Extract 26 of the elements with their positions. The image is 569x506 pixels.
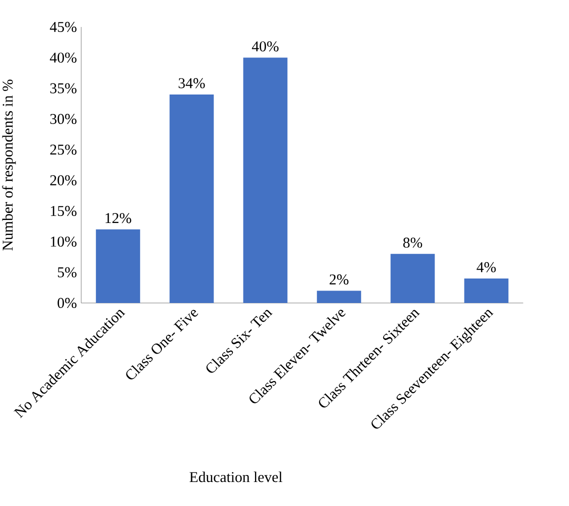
bar bbox=[96, 229, 140, 303]
y-tick-label: 0% bbox=[58, 298, 76, 308]
data-label: 34% bbox=[178, 78, 205, 88]
x-tick-label: Class One- Five bbox=[126, 310, 198, 380]
y-axis-title: Number of respondents in % bbox=[2, 80, 16, 250]
bar bbox=[390, 254, 435, 303]
data-label: 4% bbox=[476, 262, 496, 272]
data-label: 2% bbox=[330, 274, 348, 285]
y-tick-label: 40% bbox=[50, 52, 76, 63]
bar bbox=[464, 278, 508, 303]
bar bbox=[170, 94, 214, 303]
y-tick-label: 5% bbox=[58, 267, 76, 278]
y-tick-label: 35% bbox=[50, 83, 76, 94]
y-tick-label: 15% bbox=[50, 206, 76, 216]
y-tick-label: 25% bbox=[50, 144, 76, 155]
bar bbox=[243, 58, 288, 303]
x-tick-label: Class Six- Ten bbox=[206, 310, 273, 373]
y-tick-label: 20% bbox=[50, 175, 76, 186]
data-label: 40% bbox=[252, 41, 279, 52]
y-tick-label: 30% bbox=[50, 114, 76, 124]
bar bbox=[316, 290, 362, 303]
data-label: 12% bbox=[106, 213, 132, 224]
data-label: 8% bbox=[403, 238, 422, 248]
y-tick-label: 10% bbox=[50, 236, 76, 247]
x-axis-title: Education level bbox=[190, 472, 282, 482]
y-tick-label: 45% bbox=[50, 22, 76, 32]
